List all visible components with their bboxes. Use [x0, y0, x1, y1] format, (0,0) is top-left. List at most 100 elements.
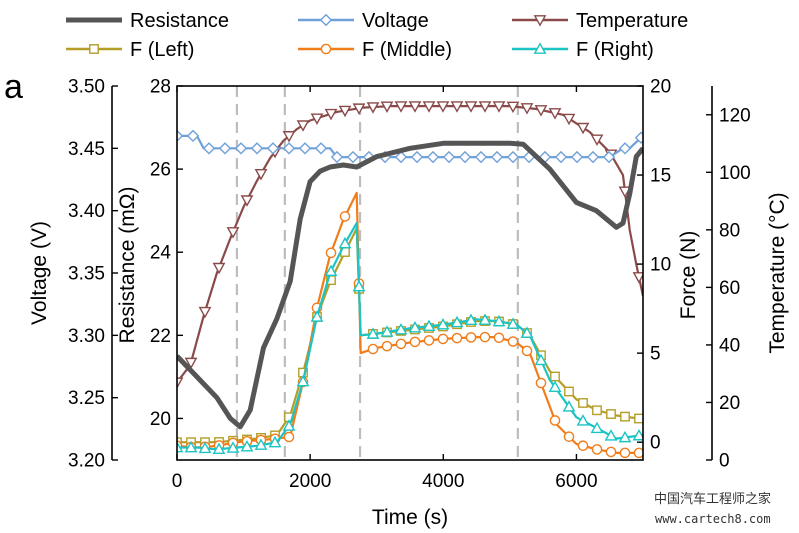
legend-item: Temperature — [512, 10, 688, 32]
data-point — [576, 122, 590, 135]
data-point — [554, 150, 568, 164]
resistance-tick-label: 26 — [150, 160, 171, 181]
data-point — [450, 101, 464, 113]
data-point — [380, 101, 394, 113]
force-tick-label: 15 — [650, 166, 671, 187]
voltage-tick-label: 3.40 — [68, 201, 105, 222]
temperature-axis-label: Temperature (°C) — [766, 192, 789, 353]
data-point — [409, 336, 421, 348]
data-point — [282, 131, 296, 143]
data-point — [296, 374, 310, 387]
data-point — [218, 142, 232, 155]
temperature-tick-label: 60 — [719, 278, 740, 299]
data-point — [490, 150, 504, 164]
data-point — [534, 105, 548, 117]
watermark-line1: 中国汽车工程师之家 — [654, 491, 771, 507]
voltage-axis-label: Voltage (V) — [28, 221, 51, 325]
data-point — [451, 332, 463, 344]
data-point — [632, 272, 643, 284]
data-point — [605, 446, 617, 458]
data-point — [478, 313, 492, 325]
data-point — [381, 340, 393, 352]
data-point — [618, 142, 632, 155]
series-line — [177, 140, 643, 430]
data-point — [619, 447, 631, 459]
data-point — [493, 332, 505, 344]
data-point — [184, 440, 198, 453]
data-point — [492, 314, 506, 327]
legend-marker — [320, 43, 332, 55]
data-point — [478, 101, 492, 113]
data-point — [437, 333, 449, 345]
data-point — [254, 168, 268, 181]
plot-area — [177, 86, 643, 460]
data-point — [380, 325, 394, 337]
data-point — [266, 142, 280, 155]
resistance-tick-label: 24 — [150, 243, 172, 264]
data-point — [250, 142, 264, 155]
data-point — [330, 150, 344, 164]
temperature-tick-label: 100 — [719, 163, 751, 184]
data-point — [314, 142, 328, 155]
legend-item: F (Middle) — [298, 39, 452, 61]
data-point — [633, 447, 643, 459]
legend-item: F (Left) — [66, 39, 194, 61]
legend-marker — [319, 13, 333, 27]
data-point — [346, 150, 360, 164]
data-point — [548, 380, 562, 393]
data-point — [226, 441, 240, 453]
data-point — [367, 343, 379, 355]
data-point — [577, 440, 589, 452]
data-point — [408, 321, 422, 333]
x-tick-label: 0 — [172, 471, 183, 492]
legend-marker — [533, 42, 547, 54]
data-point — [296, 120, 310, 132]
data-point — [479, 331, 491, 343]
data-point — [436, 318, 450, 330]
data-point — [240, 439, 254, 452]
x-axis-label: Time (s) — [372, 506, 448, 529]
force-axis-label: Force (N) — [677, 231, 700, 320]
resistance-tick-label: 20 — [150, 409, 171, 430]
data-point — [324, 264, 338, 277]
data-point — [394, 150, 408, 164]
temperature-tick-label: 120 — [719, 105, 751, 126]
data-point — [464, 101, 478, 113]
data-point — [602, 150, 616, 164]
temperature-tick-label: 80 — [719, 220, 740, 241]
data-point — [563, 431, 575, 442]
voltage-tick-label: 3.50 — [68, 77, 105, 98]
resistance-tick-label: 28 — [150, 77, 171, 98]
data-point — [254, 438, 268, 450]
data-point — [474, 150, 488, 164]
data-point — [576, 414, 590, 426]
data-point — [464, 313, 478, 326]
data-point — [422, 101, 436, 113]
data-point — [352, 279, 366, 292]
data-point — [394, 323, 408, 335]
data-point — [507, 336, 519, 347]
data-point — [506, 150, 520, 164]
data-point — [394, 101, 408, 113]
data-point — [422, 319, 436, 332]
data-point — [177, 377, 184, 389]
data-point — [339, 211, 351, 222]
legend-label: Temperature — [576, 10, 688, 32]
data-point — [310, 113, 324, 125]
data-point — [282, 419, 296, 431]
data-point — [591, 444, 603, 455]
data-point — [234, 142, 248, 155]
data-point — [338, 105, 352, 118]
legend-item: Voltage — [298, 10, 429, 32]
data-point — [620, 411, 630, 422]
series-resistance — [177, 140, 643, 430]
data-point — [352, 103, 366, 115]
data-point — [395, 338, 407, 350]
data-point — [366, 102, 380, 114]
data-point — [586, 150, 600, 164]
data-point — [590, 421, 604, 434]
data-point — [578, 398, 588, 408]
data-point — [534, 353, 548, 366]
